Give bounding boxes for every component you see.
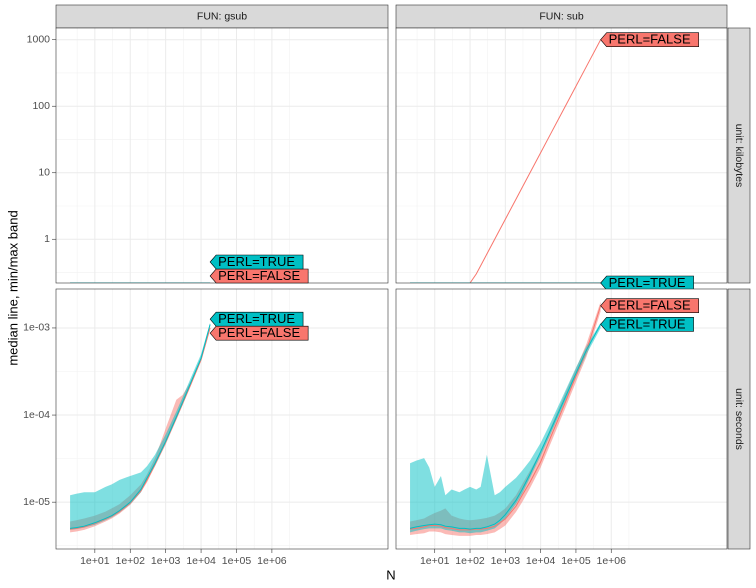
strip-label: FUN: gsub (197, 10, 247, 22)
strip-label: FUN: sub (539, 10, 584, 22)
series-label: PERL=FALSE (609, 298, 691, 313)
series-label: PERL=TRUE (609, 275, 686, 290)
x-axis-title: N (386, 567, 395, 582)
line (409, 305, 602, 531)
series-label: PERL=FALSE (218, 325, 300, 340)
x-tick-label: 1e+06 (257, 555, 287, 567)
x-tick-label: 1e+02 (455, 555, 485, 567)
band (70, 322, 211, 530)
label-box (209, 325, 309, 341)
line (70, 324, 211, 529)
label-box (600, 32, 699, 48)
line (410, 39, 602, 283)
y-tick-label: 1e-05 (23, 496, 50, 508)
y-tick-label: 1000 (27, 33, 51, 45)
x-tick-label: 1e+05 (222, 555, 252, 567)
x-tick-label: 1e+02 (116, 555, 146, 567)
y-tick-label: 1e-04 (23, 409, 50, 421)
panel-border (395, 288, 728, 550)
series-label: PERL=TRUE (218, 254, 295, 269)
x-tick-label: 1e+03 (151, 555, 181, 567)
x-tick-label: 1e+04 (186, 555, 216, 567)
y-tick-label: 1e-03 (23, 322, 50, 334)
label-box (600, 317, 694, 332)
series-label: PERL=TRUE (218, 311, 295, 326)
y-axis-title: median line, min/max band (5, 210, 20, 365)
label-box (209, 311, 304, 327)
x-tick-label: 1e+01 (420, 555, 450, 567)
panel-border (395, 27, 728, 284)
strip-label: unit: seconds (733, 388, 745, 450)
panel (56, 289, 388, 549)
label-box (600, 298, 699, 314)
x-tick-label: 1e+06 (596, 555, 626, 567)
series-label: PERL=FALSE (218, 268, 300, 283)
label-box (209, 254, 304, 270)
line (70, 327, 211, 530)
series-label: PERL=FALSE (609, 32, 691, 47)
strip-background (727, 288, 751, 550)
y-tick-label: 1 (44, 233, 50, 245)
strip-background (727, 27, 751, 284)
x-tick-label: 1e+01 (80, 555, 110, 567)
panel (396, 28, 727, 283)
panel-border (55, 288, 389, 550)
x-tick-label: 1e+04 (526, 555, 556, 567)
panel-background (56, 28, 388, 283)
strip-label: unit: kilobytes (733, 124, 745, 188)
label-box (209, 268, 309, 284)
line (409, 324, 602, 530)
x-tick-label: 1e+05 (561, 555, 591, 567)
x-tick-label: 1e+03 (491, 555, 521, 567)
panel (56, 28, 388, 283)
y-tick-label: 100 (32, 100, 50, 112)
band (410, 322, 601, 534)
panel-background (396, 28, 727, 283)
series-label: PERL=TRUE (609, 316, 686, 331)
y-tick-label: 10 (38, 167, 50, 179)
